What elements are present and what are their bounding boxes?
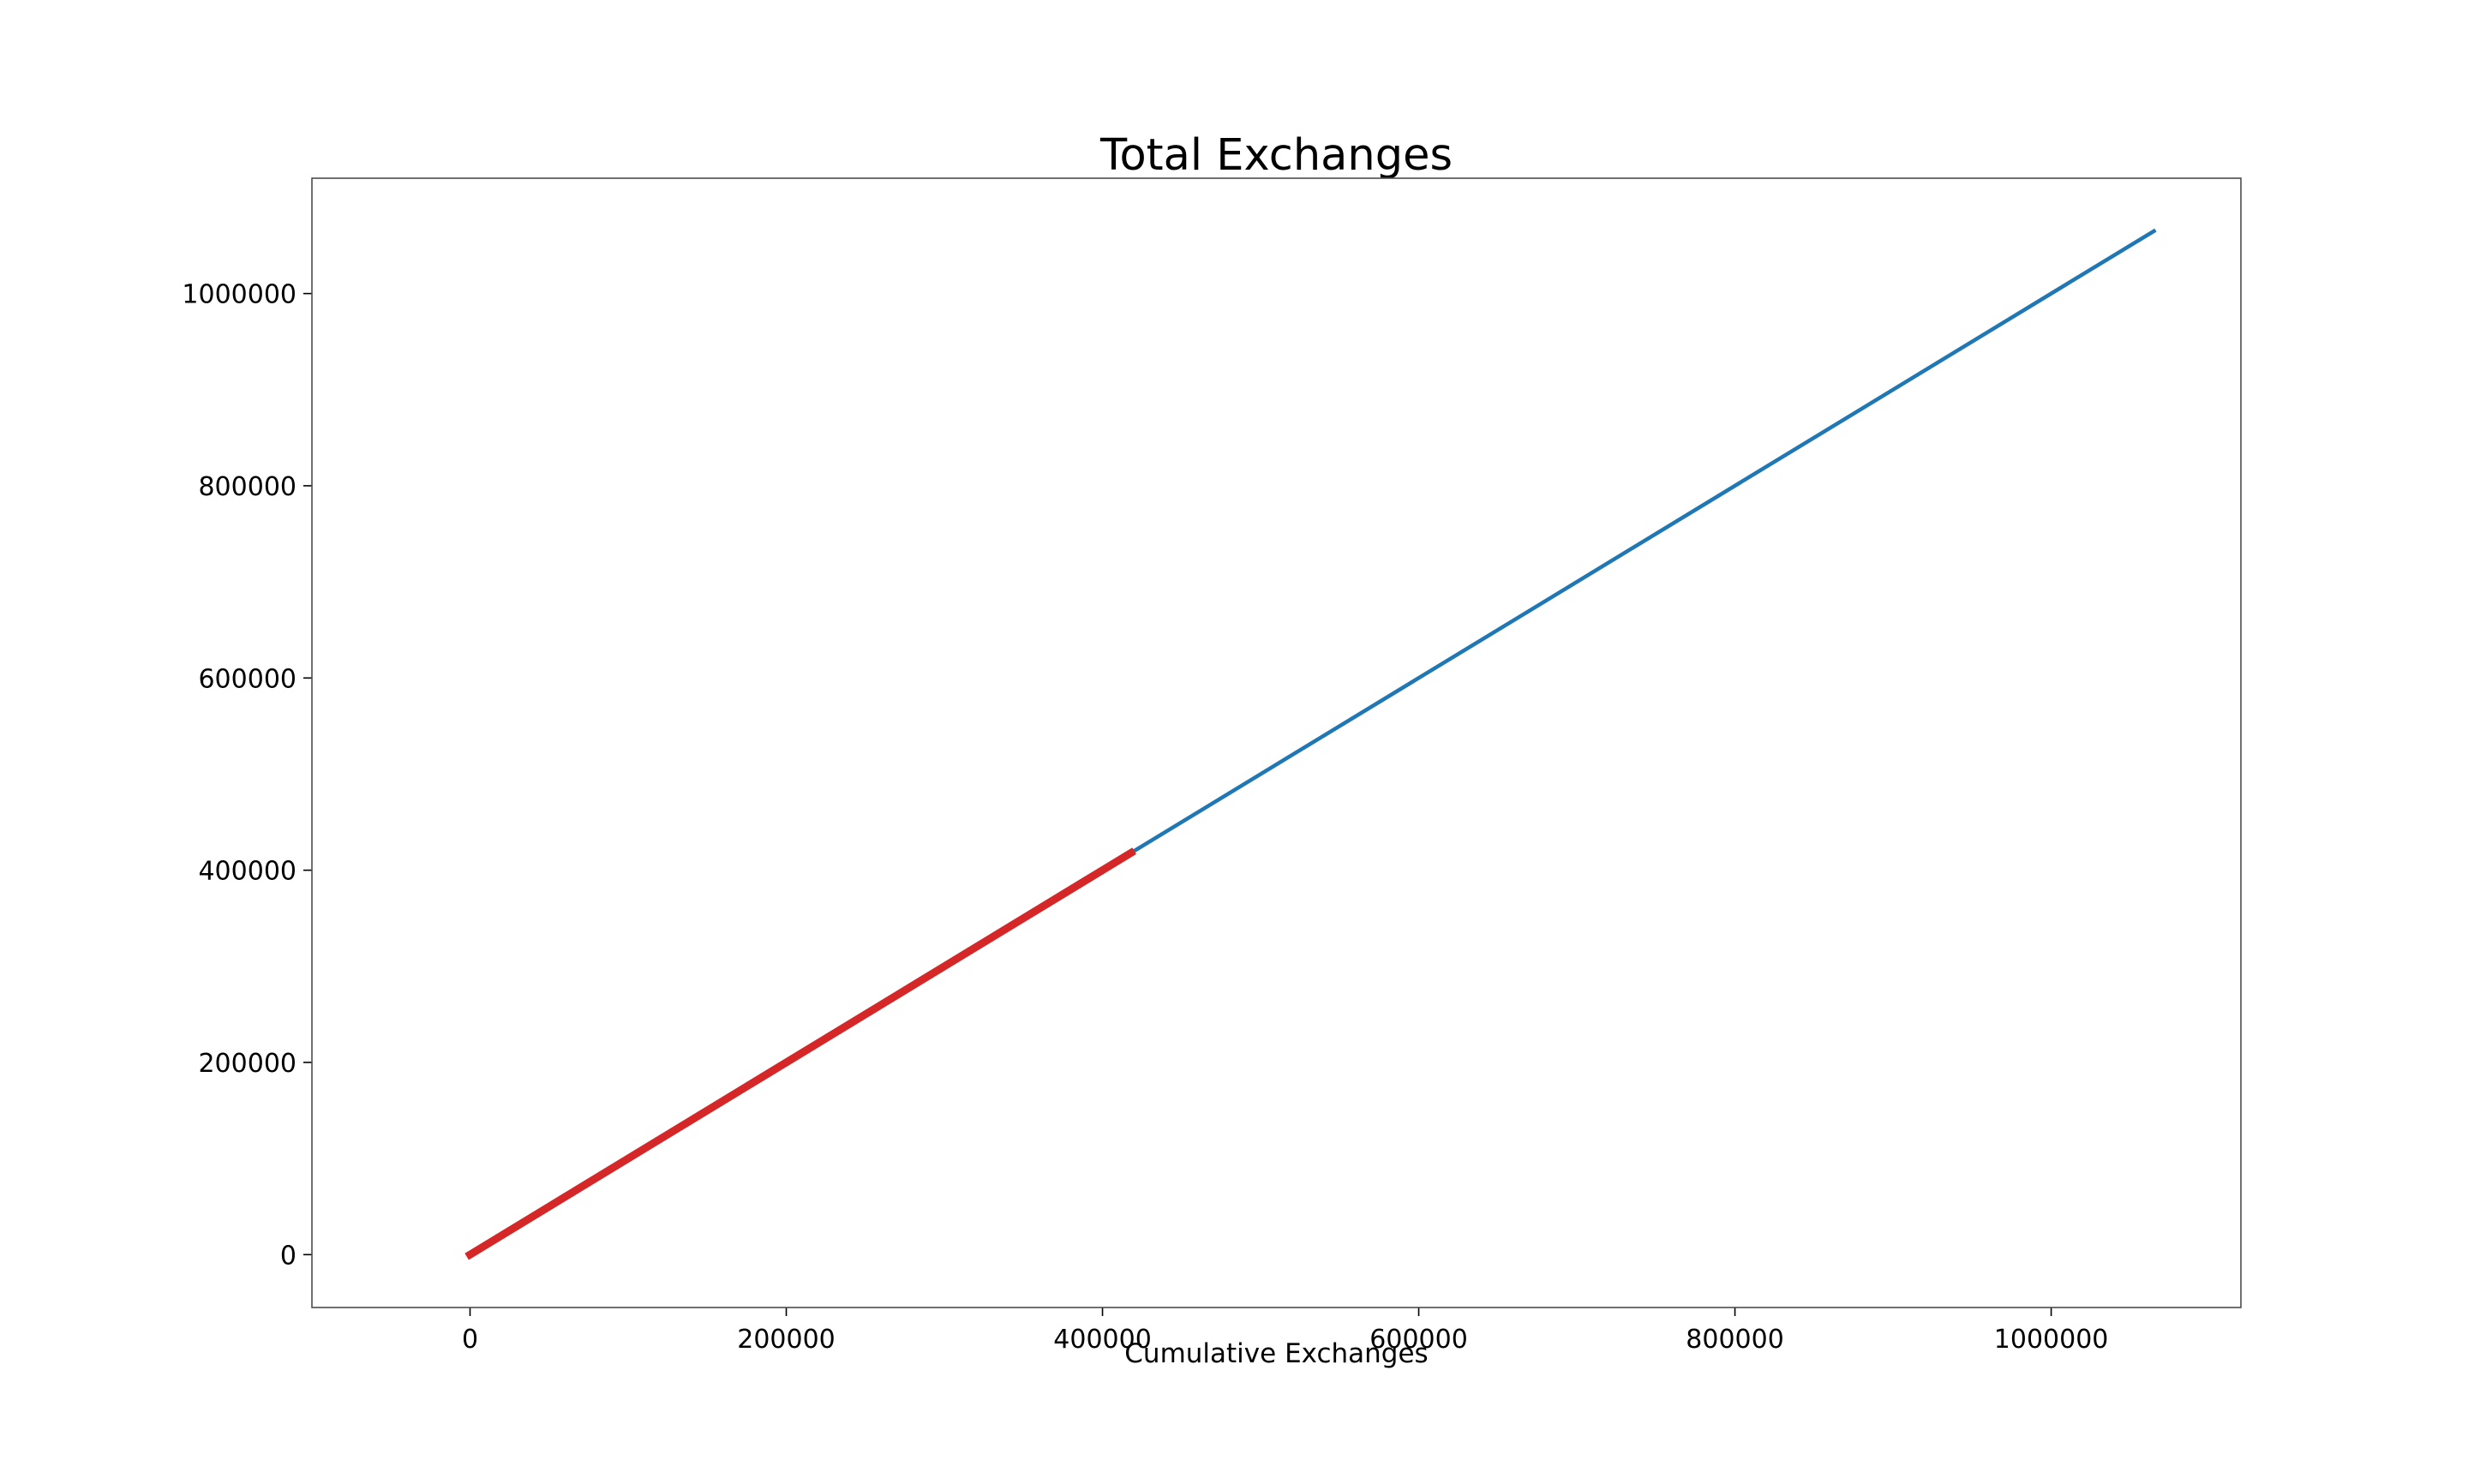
y-tick-label: 800000 xyxy=(198,472,297,502)
x-tick-label: 200000 xyxy=(737,1325,836,1355)
y-tick-label: 600000 xyxy=(198,664,297,694)
x-tick-label: 400000 xyxy=(1053,1325,1152,1355)
x-tick-label: 1000000 xyxy=(1994,1325,2109,1355)
chart-title: Total Exchanges xyxy=(1099,130,1453,181)
plot-frame xyxy=(311,177,2242,1308)
series-line-2 xyxy=(464,847,1136,1260)
y-tick-label: 1000000 xyxy=(182,280,297,310)
y-tick-label: 0 xyxy=(280,1241,297,1271)
y-tick-label: 200000 xyxy=(198,1049,297,1079)
y-axis: 0 200000 400000 600000 800000 1000000 xyxy=(182,280,312,1271)
x-axis: 0 200000 400000 600000 800000 1000000 xyxy=(462,1307,2108,1355)
y-tick-label: 400000 xyxy=(198,857,297,887)
x-tick-label: 0 xyxy=(462,1325,478,1355)
plot-area xyxy=(464,228,2157,1260)
x-axis-label: Cumulative Exchanges xyxy=(1124,1338,1428,1369)
x-tick-label: 600000 xyxy=(1369,1325,1468,1355)
x-tick-label: 800000 xyxy=(1686,1325,1784,1355)
